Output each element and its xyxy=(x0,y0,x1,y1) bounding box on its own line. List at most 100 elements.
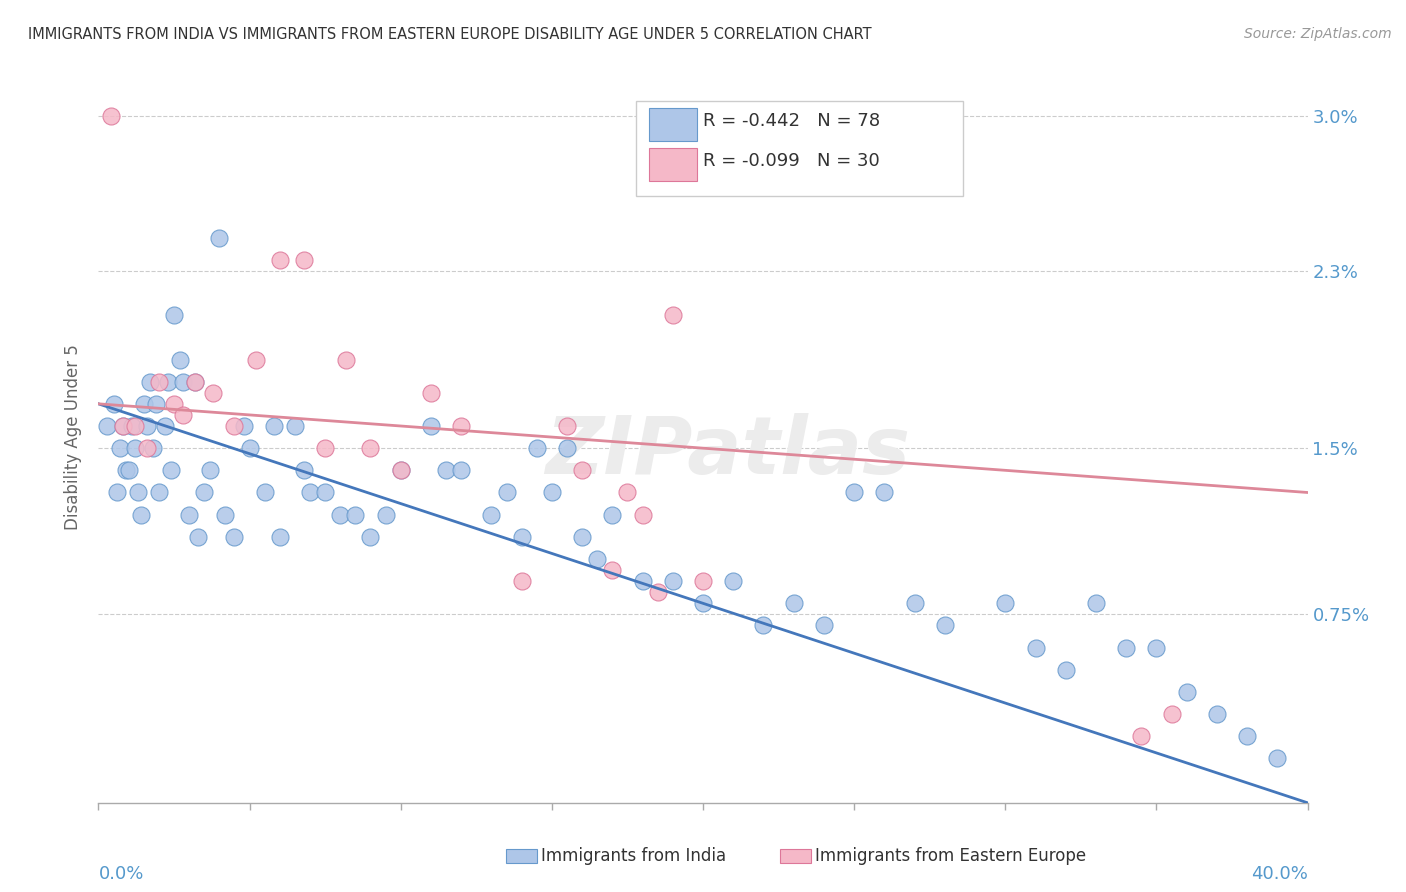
Point xyxy=(269,530,291,544)
Point xyxy=(1024,640,1046,655)
Y-axis label: Disability Age Under 5: Disability Age Under 5 xyxy=(65,344,83,530)
Point xyxy=(420,385,443,400)
Point xyxy=(108,441,131,455)
Point xyxy=(510,574,533,589)
Text: Immigrants from India: Immigrants from India xyxy=(541,847,727,865)
Point xyxy=(111,419,134,434)
Point xyxy=(434,463,457,477)
Text: 40.0%: 40.0% xyxy=(1251,865,1308,883)
Text: 0.0%: 0.0% xyxy=(98,865,143,883)
Point xyxy=(844,485,866,500)
Point xyxy=(135,441,157,455)
Point xyxy=(1085,596,1108,610)
Point xyxy=(344,508,367,522)
Point xyxy=(193,485,215,500)
Point xyxy=(1130,729,1153,743)
Point xyxy=(934,618,956,632)
Point xyxy=(526,441,548,455)
Text: Source: ZipAtlas.com: Source: ZipAtlas.com xyxy=(1244,27,1392,41)
Point xyxy=(263,419,285,434)
Point xyxy=(813,618,835,632)
FancyBboxPatch shape xyxy=(648,108,697,141)
Point xyxy=(142,441,165,455)
Point xyxy=(692,596,714,610)
Point xyxy=(1144,640,1167,655)
Point xyxy=(662,308,685,322)
Point xyxy=(103,397,125,411)
Point xyxy=(129,508,152,522)
Point xyxy=(127,485,149,500)
Point xyxy=(602,508,624,522)
Point xyxy=(184,375,207,389)
Point xyxy=(214,508,236,522)
Point xyxy=(1175,685,1198,699)
Point xyxy=(100,109,122,123)
Point xyxy=(314,485,336,500)
Point xyxy=(200,463,222,477)
Point xyxy=(1115,640,1137,655)
Point xyxy=(184,375,207,389)
Point xyxy=(224,530,246,544)
Point xyxy=(571,463,593,477)
Point xyxy=(148,485,170,500)
Point xyxy=(1206,707,1229,722)
Point xyxy=(994,596,1017,610)
Point xyxy=(904,596,927,610)
Point xyxy=(723,574,745,589)
Point xyxy=(224,419,246,434)
Point xyxy=(105,485,128,500)
Point xyxy=(540,485,562,500)
Point xyxy=(163,308,186,322)
Text: IMMIGRANTS FROM INDIA VS IMMIGRANTS FROM EASTERN EUROPE DISABILITY AGE UNDER 5 C: IMMIGRANTS FROM INDIA VS IMMIGRANTS FROM… xyxy=(28,27,872,42)
Point xyxy=(389,463,412,477)
Point xyxy=(374,508,396,522)
Point xyxy=(132,397,155,411)
Point xyxy=(156,375,179,389)
Point xyxy=(631,574,654,589)
Point xyxy=(602,563,624,577)
Point xyxy=(1160,707,1182,722)
Point xyxy=(124,419,146,434)
Point xyxy=(631,508,654,522)
Point xyxy=(616,485,638,500)
Point xyxy=(148,375,170,389)
Point xyxy=(783,596,806,610)
Point xyxy=(202,385,225,400)
Point xyxy=(135,419,157,434)
Point xyxy=(111,419,134,434)
Point xyxy=(360,530,382,544)
Point xyxy=(450,463,472,477)
Text: ZIPatlas: ZIPatlas xyxy=(544,413,910,491)
Point xyxy=(1236,729,1258,743)
Point xyxy=(481,508,503,522)
Text: R = -0.442   N = 78: R = -0.442 N = 78 xyxy=(703,112,880,130)
Text: R = -0.099   N = 30: R = -0.099 N = 30 xyxy=(703,153,880,170)
Point xyxy=(662,574,685,589)
Point xyxy=(96,419,118,434)
Point xyxy=(450,419,472,434)
Point xyxy=(571,530,593,544)
Point xyxy=(232,419,254,434)
Point xyxy=(284,419,307,434)
Point xyxy=(752,618,775,632)
FancyBboxPatch shape xyxy=(637,101,963,195)
Point xyxy=(145,397,167,411)
Point xyxy=(1267,751,1289,765)
Point xyxy=(139,375,162,389)
Point xyxy=(124,441,146,455)
Point xyxy=(253,485,276,500)
Point xyxy=(299,485,322,500)
Point xyxy=(495,485,517,500)
Point xyxy=(555,419,578,434)
Point xyxy=(873,485,896,500)
Point xyxy=(187,530,209,544)
Point xyxy=(335,352,357,367)
Point xyxy=(163,397,186,411)
Point xyxy=(586,552,609,566)
Point xyxy=(179,508,201,522)
Point xyxy=(555,441,578,455)
Point xyxy=(172,408,194,422)
Text: Immigrants from Eastern Europe: Immigrants from Eastern Europe xyxy=(815,847,1087,865)
Point xyxy=(314,441,336,455)
Point xyxy=(389,463,412,477)
